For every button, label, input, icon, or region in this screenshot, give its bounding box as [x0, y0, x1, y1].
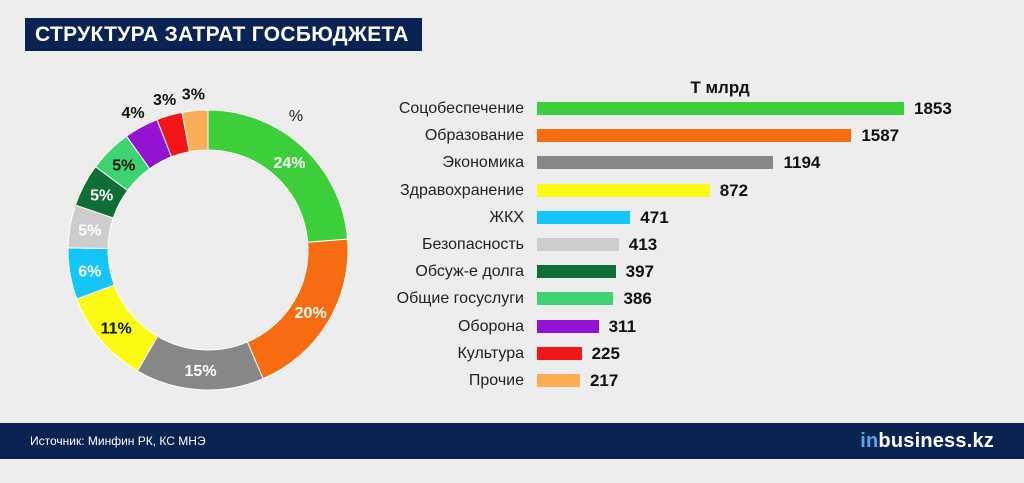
- bar: [537, 210, 631, 224]
- bar-value-label: 1194: [783, 153, 821, 173]
- bar-value-label: 413: [628, 235, 658, 254]
- bar-category-label: Прочие: [468, 372, 524, 389]
- bar-category-label: Общие госуслуги: [396, 290, 524, 308]
- donut-slice-label: 4%: [121, 105, 144, 122]
- bar-row: Образование 1587: [0, 123, 1024, 149]
- bar-value-label: 872: [719, 180, 749, 200]
- donut-slice: [181, 109, 209, 153]
- bar-category-label: Оборона: [457, 317, 524, 335]
- donut-slice-label: 5%: [112, 157, 135, 174]
- bar-value-label: 217: [589, 371, 619, 390]
- donut-slice-label: 5%: [90, 187, 113, 204]
- footer-bar: Источник: Минфин РК, КС МНЭ inbusiness.k…: [0, 423, 1024, 459]
- donut-slice-label: 6%: [78, 263, 101, 280]
- donut-slice-label: 15%: [185, 363, 217, 380]
- bar-value-label: 225: [591, 343, 620, 363]
- bar-value-label: 1587: [861, 126, 900, 146]
- donut-slice-label: 3%: [182, 87, 205, 104]
- bar-category-label: Образование: [424, 127, 524, 145]
- bar-row: Здравохранение 872: [0, 178, 1024, 204]
- bar-category-label: Культура: [457, 344, 524, 362]
- bar-value-label: 386: [623, 289, 652, 309]
- bar: [537, 346, 582, 360]
- donut-slice-label: 5%: [78, 223, 101, 240]
- bar-row: ЖКХ 471: [0, 205, 1024, 231]
- bar-value-label: 471: [640, 207, 669, 227]
- donut-slice-label: 24%: [273, 155, 305, 172]
- bar: [537, 374, 580, 387]
- source-note: Источник: Минфин РК, КС МНЭ: [30, 434, 206, 448]
- donut-slice-label: 11%: [101, 320, 132, 337]
- bar-category-label: Экономика: [442, 154, 525, 172]
- bar: [537, 156, 774, 170]
- bar: [537, 292, 614, 306]
- donut-title: %: [289, 108, 303, 125]
- bar: [537, 265, 616, 279]
- bar-row: Безопасность 413: [0, 232, 1024, 258]
- bar-row: Экономика 1194: [0, 150, 1024, 176]
- bar: [537, 238, 619, 251]
- bar: [537, 319, 599, 333]
- bar-chart-title: Т млрд: [690, 78, 750, 97]
- bar-row: Общие госуслуги 386: [0, 286, 1024, 312]
- donut-slice-label: 20%: [295, 305, 327, 322]
- bar: [537, 183, 710, 197]
- bar-value-label: 397: [625, 262, 654, 282]
- bar-category-label: Здравохранение: [399, 181, 524, 199]
- logo-prefix: in: [860, 430, 879, 452]
- bar-category-label: ЖКХ: [489, 208, 524, 226]
- donut-slice-label: 3%: [153, 92, 176, 109]
- bar: [537, 129, 852, 143]
- bar-category-label: Безопасность: [421, 236, 524, 253]
- bar-row: Культура 225: [0, 341, 1024, 367]
- bar-row: Обсуж-е долга 397: [0, 259, 1024, 285]
- bar-row: Прочие 217: [0, 368, 1024, 394]
- chart-title: СТРУКТУРА ЗАТРАТ ГОСБЮДЖЕТА: [25, 18, 422, 51]
- brand-logo[interactable]: inbusiness.kz: [860, 423, 994, 459]
- bar-value-label: 311: [608, 316, 637, 336]
- logo-rest: business.kz: [878, 430, 994, 452]
- bar-row: Соцобеспечение 1853: [0, 96, 1024, 122]
- donut-chart: 24% 20% 15% 11% 6% 5% 5% 5% 4% 3% 3%%: [67, 87, 349, 391]
- bar-value-label: 1853: [914, 99, 952, 118]
- bar: [537, 102, 904, 115]
- bar-row: Оборона 311: [0, 314, 1024, 340]
- bar-category-label: Обсуж-е долга: [415, 263, 524, 281]
- bar-category-label: Соцобеспечение: [398, 100, 524, 117]
